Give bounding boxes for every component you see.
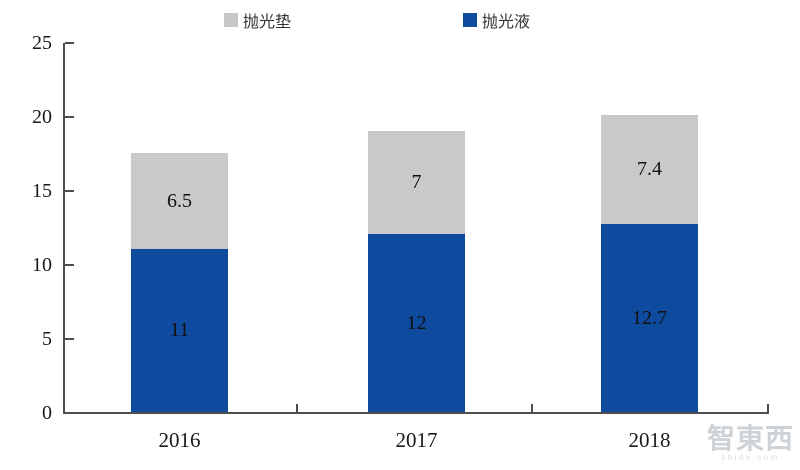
y-tick-25 bbox=[65, 42, 74, 44]
bar-segment-slurry-2017: 12 bbox=[368, 234, 465, 412]
bar-value-pad-2018: 7.4 bbox=[637, 157, 662, 180]
bar-value-slurry-2016: 11 bbox=[169, 319, 190, 342]
bar-segment-pad-2017: 7 bbox=[368, 130, 465, 235]
y-tick-15 bbox=[65, 190, 74, 192]
x-axis-label-2018: 2018 bbox=[628, 428, 671, 452]
y-axis-label-25: 25 bbox=[32, 32, 52, 54]
y-axis-label-20: 20 bbox=[32, 106, 52, 128]
legend-label-slurry: 抛光液 bbox=[482, 14, 531, 31]
bar-segment-pad-2016: 6.5 bbox=[131, 153, 228, 250]
bar-segment-pad-2018: 7.4 bbox=[601, 114, 698, 224]
y-tick-20 bbox=[65, 116, 74, 118]
y-tick-5 bbox=[65, 338, 74, 340]
bar-value-slurry-2018: 12.7 bbox=[632, 306, 667, 329]
bar-group-2017: 7 12 bbox=[368, 130, 465, 412]
y-axis-label-15: 15 bbox=[32, 180, 52, 202]
bar-segment-slurry-2016: 11 bbox=[131, 249, 228, 412]
watermark-logo: 智東西 bbox=[706, 423, 794, 455]
x-axis-label-2016: 2016 bbox=[158, 428, 201, 452]
bar-group-2018: 7.4 12.7 bbox=[601, 114, 698, 412]
watermark-url: zhidx.com bbox=[721, 452, 780, 462]
x-axis-label-2017: 2017 bbox=[395, 428, 438, 452]
y-axis-label-0: 0 bbox=[42, 402, 52, 424]
bar-value-pad-2016: 6.5 bbox=[167, 189, 192, 212]
watermark: 智東西 zhidx.com bbox=[707, 424, 794, 462]
x-tick-1 bbox=[296, 404, 298, 412]
y-tick-10 bbox=[65, 264, 74, 266]
y-axis-line bbox=[63, 43, 65, 414]
y-axis-label-5: 5 bbox=[42, 328, 52, 350]
x-tick-2 bbox=[531, 404, 533, 412]
x-tick-3 bbox=[767, 404, 769, 412]
x-axis-line bbox=[63, 412, 769, 414]
bar-group-2016: 6.5 11 bbox=[131, 153, 228, 412]
bar-segment-slurry-2018: 12.7 bbox=[601, 224, 698, 412]
bar-value-pad-2017: 7 bbox=[411, 171, 422, 194]
bar-value-slurry-2017: 12 bbox=[406, 311, 427, 334]
legend-swatch-gray-icon bbox=[224, 13, 238, 27]
legend-label-pad: 抛光垫 bbox=[243, 14, 292, 31]
y-axis-label-10: 10 bbox=[32, 254, 52, 276]
legend-item-slurry: 抛光液 bbox=[463, 8, 530, 32]
legend-swatch-blue-icon bbox=[463, 13, 477, 27]
legend-item-pad: 抛光垫 bbox=[224, 8, 291, 32]
